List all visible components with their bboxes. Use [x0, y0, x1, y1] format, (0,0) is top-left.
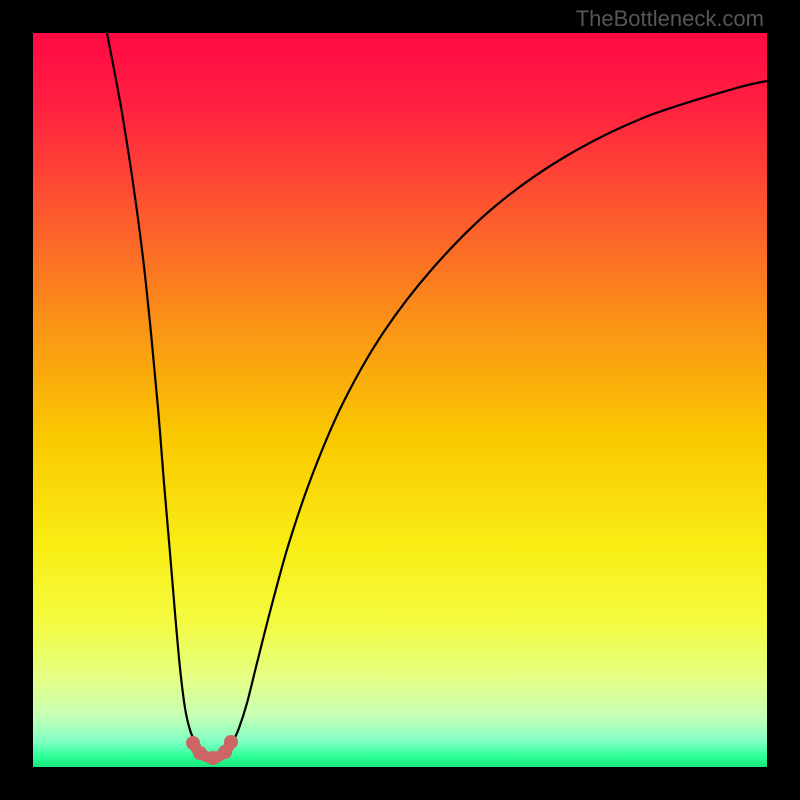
chart-svg: [33, 33, 767, 767]
dip-marker-dot: [224, 735, 238, 749]
gradient-background: [33, 33, 767, 767]
dip-marker-dot: [193, 746, 207, 760]
plot-area: [33, 33, 767, 767]
watermark-text: TheBottleneck.com: [576, 6, 764, 32]
dip-marker-dot: [206, 751, 220, 765]
chart-frame: TheBottleneck.com: [0, 0, 800, 800]
